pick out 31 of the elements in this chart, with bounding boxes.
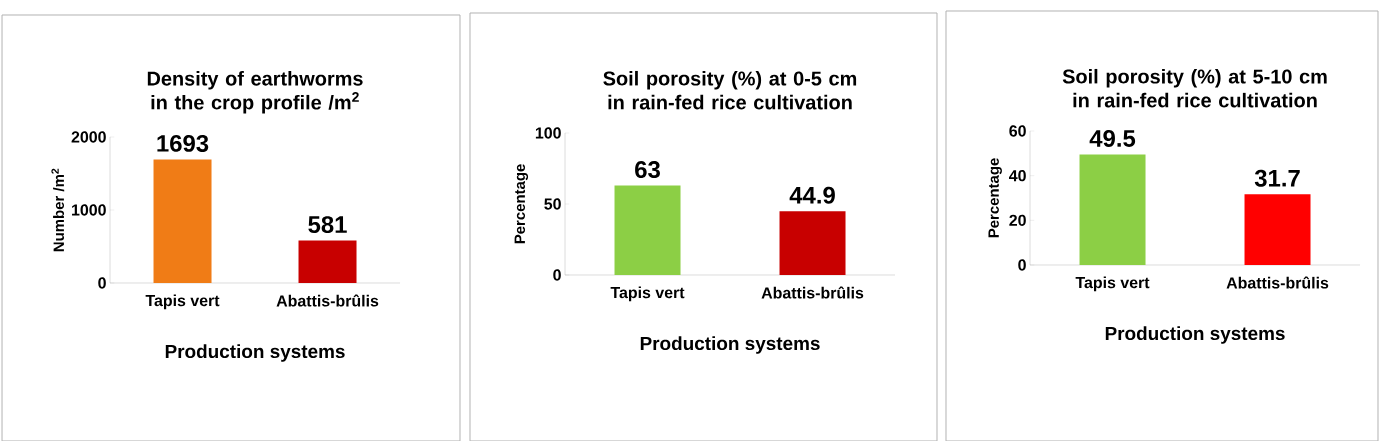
y-tick-label: 60 bbox=[1009, 125, 1026, 137]
data-label: 63 bbox=[635, 160, 660, 178]
y-axis-title: Number /m$^{2}$ bbox=[51, 168, 65, 251]
x-tick-label: Tapis vert bbox=[610, 286, 685, 302]
x-tick-label: Abattis-brûlis bbox=[276, 294, 379, 307]
y-tick-label: 2000 bbox=[71, 131, 106, 143]
x-tick-label: Tapis vert bbox=[145, 294, 220, 310]
y-tick-label: 0 bbox=[553, 269, 561, 281]
x-tick-label: Abattis-brûlis bbox=[1226, 276, 1329, 289]
data-label: 581 bbox=[308, 215, 347, 233]
y-tick-label: 0 bbox=[1018, 259, 1026, 271]
data-label: 1693 bbox=[157, 134, 209, 152]
chart-title: Density of earthworms in the crop profile /m$^{2}$ bbox=[147, 70, 363, 114]
x-tick-label: Tapis vert bbox=[1075, 276, 1150, 292]
chart-title: Soil porosity (%) at 0-5 cm in rain-fed rice cultivation bbox=[603, 70, 857, 110]
y-tick-label: 0 bbox=[98, 277, 106, 289]
data-label: 44.9 bbox=[789, 186, 835, 204]
x-axis-title: Production systems bbox=[165, 343, 345, 362]
y-tick-label: 20 bbox=[1009, 214, 1026, 226]
y-axis-title: Percentage bbox=[514, 163, 529, 244]
chart-title: Soil porosity (%) at 5-10 cm in rain-fed rice cultivation bbox=[1062, 68, 1327, 108]
y-axis-title: Percentage bbox=[988, 157, 1002, 238]
y-tick-label: 1000 bbox=[72, 204, 106, 216]
y-tick-label: 40 bbox=[1009, 169, 1026, 182]
y-tick-label: 50 bbox=[544, 198, 561, 210]
data-label: 31.7 bbox=[1254, 169, 1300, 187]
x-axis-title: Production systems bbox=[1105, 325, 1285, 344]
x-tick-label: Abattis-brûlis bbox=[761, 286, 864, 299]
data-label: 49.5 bbox=[1089, 129, 1136, 147]
x-axis-title: Production systems bbox=[640, 335, 820, 354]
y-tick-label: 100 bbox=[535, 127, 561, 139]
